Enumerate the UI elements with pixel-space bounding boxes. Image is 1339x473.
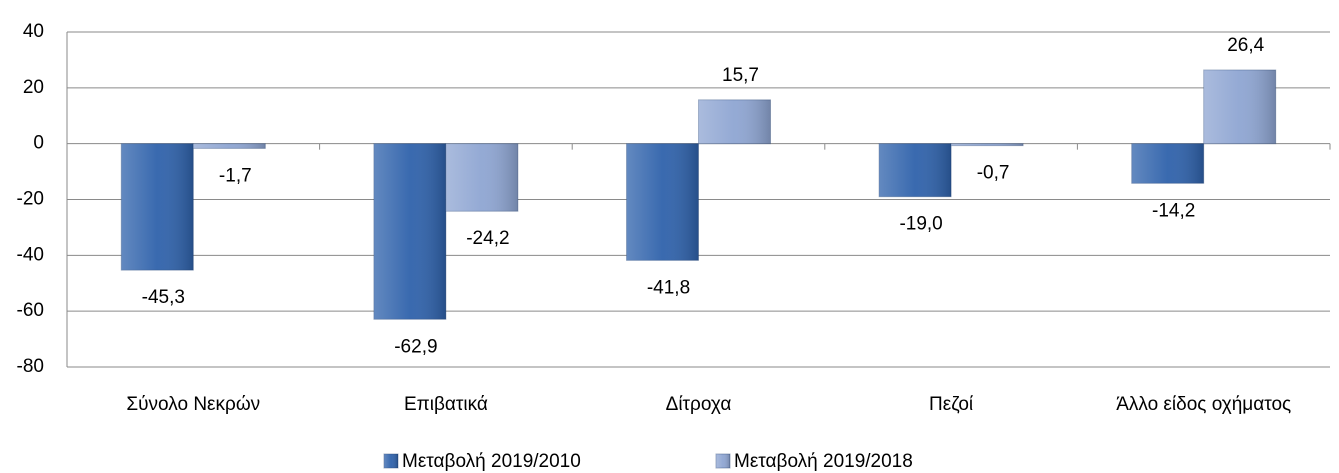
bar-shine	[193, 143, 266, 149]
y-tick-label: -80	[17, 356, 44, 377]
data-label: -41,8	[647, 277, 690, 298]
data-label: -62,9	[394, 336, 437, 357]
bar-shine	[445, 143, 518, 212]
data-label: -0,7	[977, 163, 1010, 184]
y-tick-label: -20	[17, 189, 44, 210]
bar-shine	[698, 99, 771, 144]
x-tick-label: Άλλο είδος οχήματος	[1116, 394, 1291, 415]
data-label: 26,4	[1227, 35, 1264, 56]
bar-shine	[1131, 143, 1204, 184]
y-tick-label: -40	[17, 244, 44, 265]
legend-marker-shine	[384, 454, 398, 468]
bar-shine	[373, 143, 446, 320]
x-tick-label: Επιβατικά	[404, 394, 488, 415]
data-label: -24,2	[466, 228, 509, 249]
x-tick-label: Σύνολο Νεκρών	[126, 394, 260, 415]
legend-label: Μεταβολή 2019/2018	[734, 451, 913, 472]
data-label: -1,7	[219, 165, 252, 186]
data-label: -14,2	[1152, 200, 1195, 221]
data-label: 15,7	[722, 65, 759, 86]
legend-label: Μεταβολή 2019/2010	[402, 451, 581, 472]
bar-shine	[121, 143, 194, 271]
data-label: -19,0	[899, 214, 942, 235]
bar-shine	[1203, 69, 1276, 144]
y-tick-label: 0	[33, 133, 44, 154]
y-tick-label: 40	[23, 21, 44, 42]
bar-shine	[951, 143, 1024, 146]
x-tick-label: Δίτροχα	[666, 394, 732, 415]
bar-shine	[879, 143, 952, 197]
y-tick-label: -60	[17, 300, 44, 321]
y-tick-label: 20	[23, 77, 44, 98]
data-label: -45,3	[142, 287, 185, 308]
legend-marker-shine	[716, 454, 730, 468]
bar-shine	[626, 143, 699, 261]
x-tick-label: Πεζοί	[929, 394, 974, 415]
